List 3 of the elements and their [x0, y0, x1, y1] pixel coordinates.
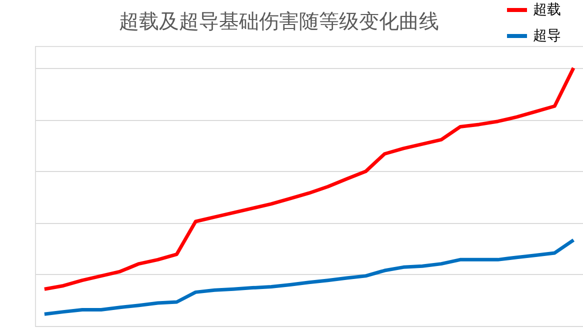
chart-title: 超载及超导基础伤害随等级变化曲线	[119, 9, 439, 33]
legend-label: 超导	[533, 28, 561, 44]
legend-label: 超载	[533, 2, 561, 18]
